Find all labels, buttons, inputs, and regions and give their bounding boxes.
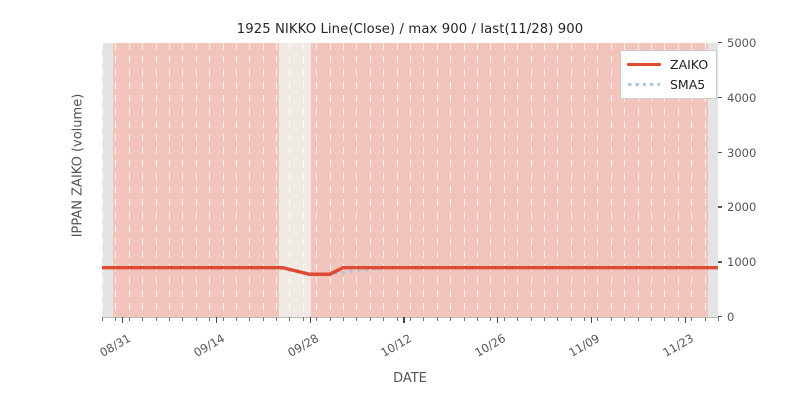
legend-label: SMA5 (670, 77, 706, 92)
x-tick-minor (651, 317, 653, 321)
x-tick-minor (209, 317, 211, 321)
y-tick-mark (718, 96, 722, 99)
x-tick-major (309, 317, 311, 323)
x-tick-minor (436, 317, 438, 321)
x-tick-minor (530, 317, 532, 321)
x-tick-minor (115, 317, 117, 321)
left-edge-band (102, 43, 113, 317)
x-axis-ticks (102, 317, 719, 327)
x-tick-minor (356, 317, 358, 321)
x-tick-label: 10/12 (378, 331, 415, 360)
x-tick-label: 09/28 (284, 331, 321, 360)
x-tick-major (684, 317, 686, 323)
x-tick-minor (289, 317, 291, 321)
x-tick-minor (222, 317, 224, 321)
x-tick-label: 11/09 (566, 331, 602, 360)
legend-item-zaiko[interactable]: ZAIKO (627, 56, 708, 73)
x-tick-minor (142, 317, 144, 321)
legend-swatch-icon (627, 79, 661, 91)
x-tick-minor (584, 317, 586, 321)
x-tick-minor (168, 317, 170, 321)
chart-title: 1925 NIKKO Line(Close) / max 900 / last(… (236, 22, 584, 37)
x-tick-minor (128, 317, 130, 321)
series-line-zaiko (102, 265, 718, 276)
x-tick-minor (423, 317, 425, 321)
right-edge-band (708, 43, 718, 317)
x-tick-minor (383, 317, 385, 321)
x-tick-minor (463, 317, 465, 321)
x-axis-title: DATE (393, 371, 427, 386)
y-tick-label: 3000 (727, 145, 757, 160)
series-plot (102, 265, 718, 276)
x-tick-major (497, 317, 499, 323)
x-tick-minor (343, 317, 345, 321)
y-tick-mark (718, 151, 722, 153)
x-tick-label: 11/23 (659, 331, 696, 360)
x-tick-minor (664, 317, 666, 321)
y-tick-label: 0 (727, 310, 735, 324)
x-tick-minor (155, 317, 157, 321)
x-tick-minor (369, 317, 371, 321)
y-tick-label: 5000 (727, 36, 757, 50)
x-tick-minor (557, 317, 559, 321)
x-tick-minor (624, 317, 626, 321)
y-tick-mark (718, 206, 722, 208)
x-tick-major (590, 317, 593, 323)
x-tick-minor (235, 317, 237, 321)
x-tick-minor (570, 317, 572, 321)
x-tick-minor (704, 317, 706, 321)
x-tick-minor (476, 317, 478, 321)
x-tick-minor (102, 317, 103, 321)
x-tick-minor (195, 317, 197, 321)
x-tick-minor (276, 317, 278, 321)
y-tick-mark (718, 42, 722, 44)
y-tick-mark (718, 316, 722, 318)
x-tick-minor (718, 317, 719, 321)
x-tick-minor (182, 317, 184, 321)
y-tick-label: 4000 (727, 90, 757, 105)
x-tick-minor (262, 317, 264, 321)
y-axis: 0 1000 2000 3000 4000 5000 (718, 36, 798, 324)
x-tick-major (403, 317, 405, 323)
x-tick-minor (450, 317, 452, 321)
x-tick-minor (637, 317, 639, 321)
x-tick-label: 09/14 (191, 331, 227, 360)
x-tick-minor (302, 317, 304, 321)
x-tick-minor (543, 317, 545, 321)
y-tick-label: 2000 (727, 200, 757, 215)
x-tick-minor (503, 317, 505, 321)
x-tick-major (122, 317, 124, 323)
x-tick-minor (597, 317, 599, 321)
x-tick-minor (691, 317, 693, 321)
y-tick-mark (718, 261, 722, 263)
legend-item-sma5[interactable]: SMA5 (627, 76, 708, 93)
x-tick-label: 08/31 (97, 331, 134, 360)
x-tick-label: 10/26 (472, 331, 509, 360)
x-tick-minor (396, 317, 398, 321)
x-tick-minor (677, 317, 679, 321)
x-tick-minor (410, 317, 411, 321)
x-tick-minor (329, 317, 331, 321)
y-axis-title: IPPAN ZAIKO (volume) (70, 93, 86, 238)
x-tick-major (215, 317, 218, 323)
x-tick-minor (249, 317, 251, 321)
x-tick-minor (610, 317, 612, 321)
x-tick-minor (316, 317, 318, 321)
legend-label: ZAIKO (670, 57, 709, 72)
x-tick-minor (517, 317, 519, 321)
x-tick-minor (490, 317, 492, 321)
y-tick-label: 1000 (727, 255, 757, 270)
chart-legend[interactable]: ZAIKO SMA5 (620, 50, 718, 99)
legend-swatch-icon (627, 59, 661, 71)
